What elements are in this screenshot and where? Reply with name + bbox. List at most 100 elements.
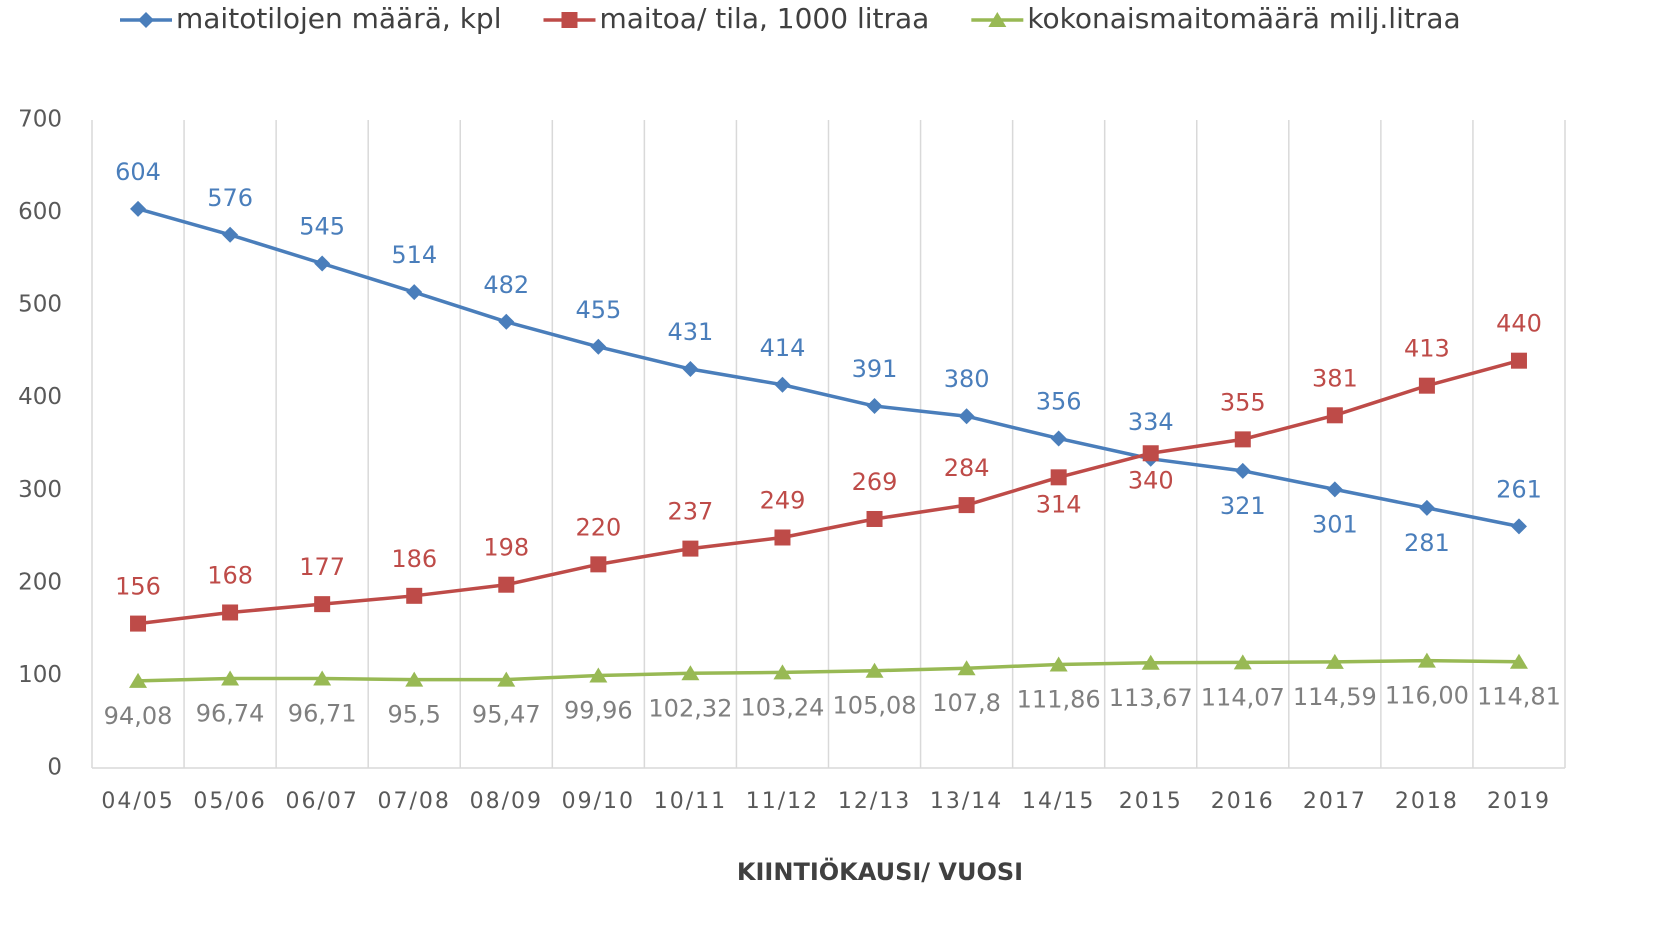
x-tick-label: 14/15 bbox=[1022, 789, 1095, 814]
marker bbox=[1325, 653, 1344, 669]
marker bbox=[866, 510, 883, 527]
x-tick-label: 04/05 bbox=[101, 789, 174, 814]
marker bbox=[1142, 445, 1159, 462]
marker bbox=[405, 671, 424, 687]
marker bbox=[1326, 481, 1343, 498]
marker bbox=[957, 660, 976, 676]
marker bbox=[313, 670, 332, 686]
series-line bbox=[137, 658, 1519, 683]
marker bbox=[682, 361, 699, 378]
marker bbox=[130, 200, 147, 217]
marker bbox=[774, 529, 791, 546]
marker bbox=[222, 226, 239, 243]
data-label: 111,86 bbox=[1017, 685, 1101, 713]
legend-marker bbox=[138, 12, 154, 28]
marker bbox=[590, 556, 607, 573]
data-label: 301 bbox=[1312, 510, 1358, 538]
data-label: 220 bbox=[575, 513, 621, 541]
marker bbox=[681, 665, 700, 681]
data-label: 107,8 bbox=[932, 689, 1001, 717]
marker bbox=[1050, 469, 1067, 486]
y-tick-label: 100 bbox=[18, 662, 62, 688]
legend-marker bbox=[988, 12, 1007, 27]
marker bbox=[958, 408, 975, 425]
marker bbox=[497, 671, 516, 687]
data-label: 334 bbox=[1128, 408, 1174, 436]
legend-label: maitoa/ tila, 1000 litraa bbox=[599, 2, 929, 35]
data-label: 381 bbox=[1312, 364, 1358, 392]
y-tick-label: 700 bbox=[18, 107, 62, 133]
y-tick-label: 500 bbox=[18, 292, 62, 318]
marker bbox=[1418, 377, 1435, 394]
data-label: 545 bbox=[299, 212, 345, 240]
x-tick-label: 2018 bbox=[1395, 789, 1459, 814]
marker bbox=[1234, 431, 1251, 448]
marker bbox=[1510, 518, 1527, 535]
data-label: 380 bbox=[944, 365, 990, 393]
data-label: 413 bbox=[1404, 335, 1450, 363]
data-label: 482 bbox=[483, 271, 529, 299]
marker bbox=[958, 497, 975, 514]
marker bbox=[314, 255, 331, 272]
data-label: 314 bbox=[1036, 490, 1082, 518]
legend-label: maitotilojen määrä, kpl bbox=[176, 2, 501, 35]
marker bbox=[866, 398, 883, 415]
data-label: 576 bbox=[207, 184, 253, 212]
legend-marker bbox=[561, 12, 578, 28]
marker bbox=[406, 587, 423, 604]
marker bbox=[865, 662, 884, 678]
y-tick-label: 400 bbox=[18, 384, 62, 410]
data-label: 340 bbox=[1128, 466, 1174, 494]
x-tick-label: 08/09 bbox=[470, 789, 543, 814]
data-label: 96,71 bbox=[288, 699, 357, 727]
x-tick-label: 07/08 bbox=[378, 789, 451, 814]
data-label: 114,07 bbox=[1201, 683, 1285, 711]
y-tick-label: 200 bbox=[18, 569, 62, 595]
marker bbox=[498, 313, 515, 330]
marker bbox=[1050, 430, 1067, 447]
data-label: 321 bbox=[1220, 492, 1266, 520]
data-label: 116,00 bbox=[1385, 682, 1469, 710]
marker bbox=[682, 540, 699, 557]
data-label: 414 bbox=[760, 334, 806, 362]
data-label: 281 bbox=[1404, 529, 1450, 557]
marker bbox=[130, 615, 147, 632]
data-label: 356 bbox=[1036, 387, 1082, 415]
data-label: 95,5 bbox=[388, 701, 441, 729]
x-tick-label: 06/07 bbox=[285, 789, 358, 814]
marker bbox=[406, 284, 423, 301]
x-tick-label: 10/11 bbox=[654, 789, 727, 814]
data-label: 186 bbox=[391, 545, 437, 573]
y-tick-label: 300 bbox=[18, 477, 62, 503]
data-label: 103,24 bbox=[740, 693, 824, 721]
marker bbox=[590, 338, 607, 355]
data-label: 604 bbox=[115, 158, 161, 186]
x-tick-label: 2017 bbox=[1303, 789, 1367, 814]
marker bbox=[221, 670, 240, 686]
data-label: 269 bbox=[852, 468, 898, 496]
data-label: 440 bbox=[1496, 310, 1542, 338]
marker bbox=[773, 664, 792, 680]
data-label: 355 bbox=[1220, 388, 1266, 416]
data-label: 102,32 bbox=[648, 694, 732, 722]
x-tick-label: 2015 bbox=[1119, 789, 1183, 814]
data-label: 284 bbox=[944, 454, 990, 482]
marker bbox=[1049, 656, 1068, 672]
marker bbox=[774, 376, 791, 393]
marker bbox=[1510, 352, 1527, 369]
marker bbox=[1326, 407, 1343, 424]
marker bbox=[1418, 499, 1435, 516]
marker bbox=[1509, 653, 1528, 669]
data-label: 168 bbox=[207, 561, 253, 589]
x-tick-label: 2016 bbox=[1211, 789, 1275, 814]
y-tick-label: 0 bbox=[47, 755, 62, 781]
series-line bbox=[137, 358, 1520, 626]
x-tick-label: 13/14 bbox=[930, 789, 1003, 814]
data-label: 95,47 bbox=[472, 701, 541, 729]
data-label: 391 bbox=[852, 355, 898, 383]
x-tick-label: 2019 bbox=[1487, 789, 1551, 814]
legend-label: kokonaismaitomäärä milj.litraa bbox=[1027, 2, 1460, 35]
data-label: 114,59 bbox=[1293, 683, 1377, 711]
data-label: 514 bbox=[391, 241, 437, 269]
